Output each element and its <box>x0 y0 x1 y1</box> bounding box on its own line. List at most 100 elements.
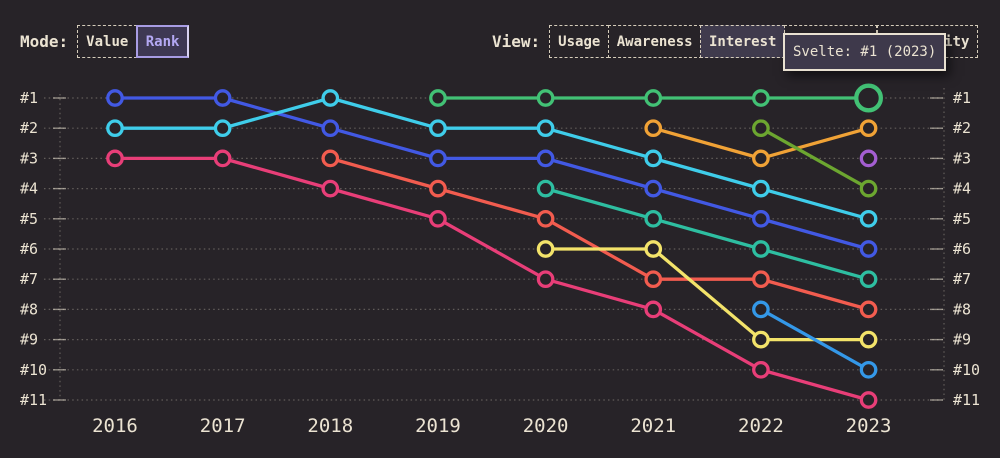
series-line-coral <box>328 156 871 312</box>
data-point-coral-2022[interactable] <box>752 270 770 289</box>
data-point-cyan-2022[interactable] <box>752 179 770 198</box>
year-label-2022: 2022 <box>738 415 784 437</box>
year-label-2020: 2020 <box>523 415 569 437</box>
rank-label-left-6: #6 <box>20 240 38 258</box>
year-label-2017: 2017 <box>200 415 246 437</box>
data-point-teal-2021[interactable] <box>644 209 663 228</box>
data-point-blue-2021[interactable] <box>644 179 663 198</box>
rank-label-left-4: #4 <box>20 180 38 198</box>
data-point-orange-2022[interactable] <box>752 149 770 168</box>
view-option-usage[interactable]: Usage <box>549 25 610 58</box>
data-point-pink-2021[interactable] <box>644 300 663 319</box>
mode-option-rank[interactable]: Rank <box>135 25 190 58</box>
rank-label-left-5: #5 <box>20 210 38 228</box>
data-point-cyan-2021[interactable] <box>644 149 663 168</box>
data-point-orange-2023[interactable] <box>859 119 878 138</box>
rank-label-right-5: #5 <box>953 210 971 228</box>
rank-label-right-4: #4 <box>953 180 971 198</box>
rank-label-right-1: #1 <box>953 89 971 107</box>
year-label-2016: 2016 <box>92 415 138 437</box>
series-line-olive <box>759 126 871 191</box>
data-point-pink-2023[interactable] <box>859 391 878 409</box>
year-label-2023: 2023 <box>846 415 892 437</box>
data-point-teal-2020[interactable] <box>536 179 555 198</box>
data-point-blue-2017[interactable] <box>213 89 232 107</box>
data-point-svelte-green-2020[interactable] <box>536 89 555 107</box>
data-point-pink-2017[interactable] <box>213 149 232 168</box>
mode-button-row: Value Rank <box>77 25 190 58</box>
data-point-cyan-2020[interactable] <box>536 119 555 138</box>
rank-label-right-7: #7 <box>953 270 971 288</box>
chart-tooltip: Svelte: #1 (2023) <box>783 33 947 71</box>
view-label: View: <box>492 32 541 51</box>
mode-toggle: Mode: Value Rank <box>20 25 190 58</box>
data-point-skyblue-2022[interactable] <box>752 300 770 319</box>
rank-label-right-9: #9 <box>953 331 971 349</box>
rank-label-right-10: #10 <box>953 361 980 379</box>
data-point-olive-2022[interactable] <box>752 119 770 138</box>
data-point-cyan-2016[interactable] <box>106 119 124 138</box>
year-label-2019: 2019 <box>415 415 461 437</box>
data-point-coral-2020[interactable] <box>536 209 555 228</box>
series-line-blue <box>113 96 871 251</box>
rank-label-right-2: #2 <box>953 119 971 137</box>
rank-label-left-7: #7 <box>20 270 38 288</box>
data-point-blue-2019[interactable] <box>429 149 447 168</box>
rank-label-left-2: #2 <box>20 119 38 137</box>
data-point-coral-2018[interactable] <box>321 149 340 168</box>
data-point-blue-2020[interactable] <box>536 149 555 168</box>
data-point-yellow-2023[interactable] <box>859 330 878 349</box>
year-label-2018: 2018 <box>307 415 353 437</box>
rank-label-left-8: #8 <box>20 300 38 318</box>
data-point-pink-2018[interactable] <box>321 179 340 198</box>
mode-option-value[interactable]: Value <box>77 25 138 58</box>
series-line-cyan <box>113 96 871 221</box>
series-line-teal <box>543 186 871 281</box>
rank-label-right-3: #3 <box>953 149 971 167</box>
rank-label-left-3: #3 <box>20 149 38 167</box>
rank-label-right-6: #6 <box>953 240 971 258</box>
data-point-blue-2018[interactable] <box>321 119 340 138</box>
data-point-yellow-2021[interactable] <box>644 240 663 258</box>
data-point-orange-2021[interactable] <box>644 119 663 138</box>
data-point-blue-2023[interactable] <box>859 240 878 258</box>
data-point-coral-2023[interactable] <box>859 300 878 319</box>
data-point-pink-2020[interactable] <box>536 270 555 289</box>
data-point-pink-2016[interactable] <box>106 149 124 168</box>
data-point-svelte-green-2019[interactable] <box>429 89 447 107</box>
data-point-blue-2022[interactable] <box>752 209 770 228</box>
data-point-svelte-green-2022[interactable] <box>752 89 770 107</box>
data-point-svelte-green-2021[interactable] <box>644 89 663 107</box>
tooltip-text: Svelte: #1 (2023) <box>793 44 937 60</box>
rank-label-left-10: #10 <box>20 361 47 379</box>
data-point-teal-2022[interactable] <box>752 240 770 258</box>
year-label-2021: 2021 <box>630 415 676 437</box>
data-point-cyan-2019[interactable] <box>429 119 447 138</box>
data-point-purple-2023[interactable] <box>859 149 878 168</box>
data-point-cyan-2023[interactable] <box>859 209 878 228</box>
data-point-coral-2021[interactable] <box>644 270 663 289</box>
data-point-teal-2023[interactable] <box>859 270 878 289</box>
data-point-svelte-green-2023[interactable] <box>854 83 884 113</box>
data-point-cyan-2018[interactable] <box>321 89 340 107</box>
data-point-pink-2019[interactable] <box>429 209 447 228</box>
series-line-pink <box>113 156 871 402</box>
data-point-skyblue-2023[interactable] <box>859 360 878 379</box>
rank-label-right-8: #8 <box>953 300 971 318</box>
data-point-coral-2019[interactable] <box>429 179 447 198</box>
view-option-awareness[interactable]: Awareness <box>607 25 702 58</box>
data-point-cyan-2017[interactable] <box>213 119 232 138</box>
rank-label-right-11: #11 <box>953 391 980 409</box>
series-line-skyblue <box>759 307 871 372</box>
data-point-olive-2023[interactable] <box>859 179 878 198</box>
rank-label-left-11: #11 <box>20 391 47 409</box>
view-option-interest[interactable]: Interest <box>700 25 786 58</box>
data-point-pink-2022[interactable] <box>752 360 770 379</box>
data-point-yellow-2022[interactable] <box>752 330 770 349</box>
data-point-blue-2016[interactable] <box>106 89 124 107</box>
mode-label: Mode: <box>20 32 69 51</box>
data-point-yellow-2020[interactable] <box>536 240 555 258</box>
rank-label-left-9: #9 <box>20 331 38 349</box>
